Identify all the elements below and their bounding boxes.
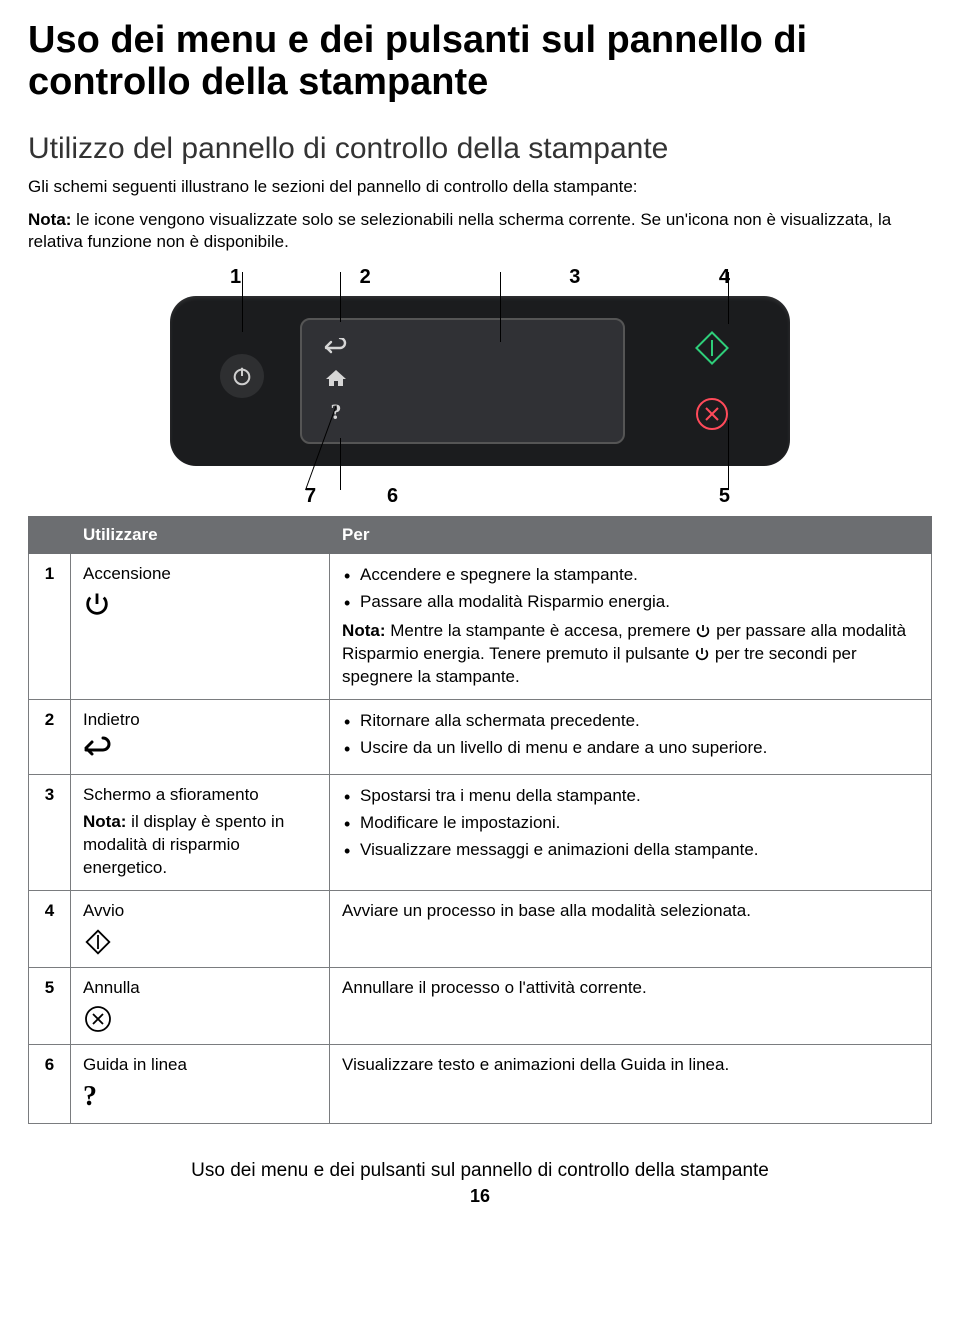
- use-label: Annulla: [83, 978, 140, 997]
- for-item: Accendere e spegnere la stampante.: [342, 564, 919, 587]
- use-label: Guida in linea: [83, 1055, 187, 1074]
- for-note: Nota: Mentre la stampante è accesa, prem…: [342, 620, 919, 689]
- for-text: Avviare un processo in base alla modalit…: [330, 890, 932, 967]
- cancel-button-graphic: [692, 394, 732, 434]
- callout-2: 2: [360, 266, 371, 289]
- controls-table: Utilizzare Per 1 Accensione Accendere e …: [28, 516, 932, 1123]
- for-list: Ritornare alla schermata precedente. Usc…: [342, 710, 919, 760]
- table-row: 3 Schermo a sfioramento Nota: il display…: [29, 774, 932, 890]
- panel-body: ?: [170, 296, 790, 466]
- use-label: Schermo a sfioramento: [83, 785, 259, 804]
- for-item: Ritornare alla schermata precedente.: [342, 710, 919, 733]
- power-icon-inline: [695, 623, 711, 639]
- help-icon: ?: [83, 1081, 317, 1113]
- callout-6: 6: [387, 485, 398, 508]
- use-note: Nota: il display è spento in modalità di…: [83, 811, 317, 880]
- for-item: Uscire da un livello di menu e andare a …: [342, 737, 919, 760]
- callout-1: 1: [230, 266, 241, 289]
- cancel-icon: [83, 1004, 113, 1034]
- row-num: 4: [29, 890, 71, 967]
- table-row: 1 Accensione Accendere e spegnere la sta…: [29, 554, 932, 700]
- intro-text: Gli schemi seguenti illustrano le sezion…: [28, 176, 932, 199]
- start-icon: [83, 927, 113, 957]
- for-item: Spostarsi tra i menu della stampante.: [342, 785, 919, 808]
- power-icon: [83, 590, 111, 618]
- back-icon: [324, 338, 348, 358]
- touchscreen-graphic: ?: [300, 318, 625, 444]
- table-row: 4 Avvio Avviare un processo in base alla…: [29, 890, 932, 967]
- back-icon: [83, 736, 113, 762]
- power-button-graphic: [220, 354, 264, 398]
- for-text: Visualizzare testo e animazioni della Gu…: [330, 1044, 932, 1123]
- callout-5: 5: [719, 485, 730, 508]
- note-body: le icone vengono visualizzate solo se se…: [28, 210, 891, 252]
- use-label: Avvio: [83, 901, 124, 920]
- for-list: Accendere e spegnere la stampante. Passa…: [342, 564, 919, 614]
- for-item: Visualizzare messaggi e animazioni della…: [342, 839, 919, 862]
- callout-7: 7: [305, 485, 316, 508]
- for-item: Modificare le impostazioni.: [342, 812, 919, 835]
- footer-title: Uso dei menu e dei pulsanti sul pannello…: [28, 1160, 932, 1182]
- start-button-graphic: [692, 328, 732, 368]
- row-num: 1: [29, 554, 71, 700]
- table-header-use: Utilizzare: [71, 517, 330, 554]
- control-panel-diagram: 1 2 3 4 ?: [170, 272, 790, 502]
- table-header-blank: [29, 517, 71, 554]
- page-title: Uso dei menu e dei pulsanti sul pannello…: [28, 20, 932, 104]
- table-row: 2 Indietro Ritornare alla schermata prec…: [29, 700, 932, 775]
- use-label: Indietro: [83, 710, 140, 729]
- for-text: Annullare il processo o l'attività corre…: [330, 967, 932, 1044]
- table-row: 6 Guida in linea ? Visualizzare testo e …: [29, 1044, 932, 1123]
- table-header-for: Per: [330, 517, 932, 554]
- page-number: 16: [28, 1186, 932, 1207]
- row-num: 2: [29, 700, 71, 775]
- power-icon-inline: [694, 646, 710, 662]
- for-list: Spostarsi tra i menu della stampante. Mo…: [342, 785, 919, 862]
- row-num: 3: [29, 774, 71, 890]
- use-label: Accensione: [83, 564, 171, 583]
- row-num: 5: [29, 967, 71, 1044]
- row-num: 6: [29, 1044, 71, 1123]
- note-label: Nota:: [28, 210, 71, 229]
- for-item: Passare alla modalità Risparmio energia.: [342, 591, 919, 614]
- home-icon: [324, 368, 348, 388]
- section-subtitle: Utilizzo del pannello di controllo della…: [28, 132, 932, 166]
- note-text: Nota: le icone vengono visualizzate solo…: [28, 209, 932, 255]
- callout-3: 3: [569, 266, 580, 289]
- table-row: 5 Annulla Annullare il processo o l'atti…: [29, 967, 932, 1044]
